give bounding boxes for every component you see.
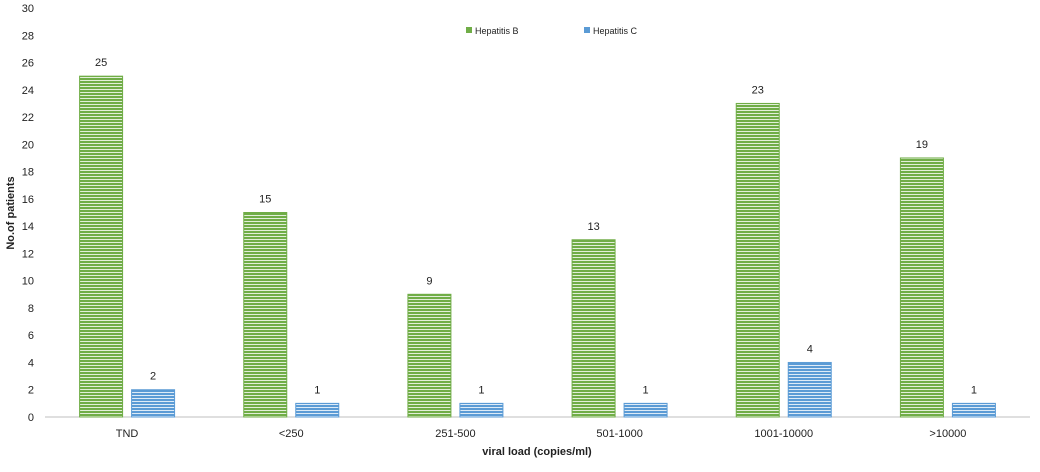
x-axis-title: viral load (copies/ml) — [482, 446, 592, 458]
bar-hepatitis-c — [295, 402, 340, 418]
bar-hepatitis-c — [623, 402, 668, 418]
bar-hepatitis-b — [79, 75, 124, 418]
data-label: 1 — [314, 384, 320, 396]
data-label: 19 — [916, 139, 928, 151]
data-label: 13 — [587, 221, 599, 233]
bars — [79, 75, 996, 418]
bar-hepatitis-c — [951, 402, 996, 418]
bar-hepatitis-b — [735, 102, 780, 418]
y-tick-label: 12 — [22, 248, 34, 260]
legend: Hepatitis B Hepatitis C — [466, 26, 638, 36]
data-label: 1 — [478, 384, 484, 396]
x-tick-label: 501-1000 — [596, 428, 643, 440]
x-tick-label: <250 — [279, 428, 304, 440]
bar-hepatitis-b — [571, 239, 616, 418]
y-tick-label: 20 — [22, 139, 34, 151]
legend-swatch — [584, 27, 590, 33]
y-tick-label: 6 — [28, 330, 34, 342]
x-tick-label: TND — [116, 428, 139, 440]
legend-label: Hepatitis B — [475, 26, 519, 36]
data-label: 15 — [259, 194, 271, 206]
y-tick-label: 16 — [22, 194, 34, 206]
x-tick-label: 251-500 — [435, 428, 475, 440]
y-tick-label: 8 — [28, 303, 34, 315]
bar-hepatitis-c — [459, 402, 504, 418]
y-tick-label: 22 — [22, 112, 34, 124]
data-label: 1 — [643, 384, 649, 396]
data-label: 1 — [971, 384, 977, 396]
x-axis-ticks: TND <250 251-500 501-1000 1001-10000 >10000 — [116, 428, 967, 440]
y-tick-label: 0 — [28, 412, 34, 424]
y-tick-label: 26 — [22, 58, 34, 70]
y-tick-label: 24 — [22, 85, 34, 97]
data-label: 4 — [807, 343, 813, 355]
data-label: 2 — [150, 371, 156, 383]
data-label: 25 — [95, 57, 107, 69]
y-axis-title: No.of patients — [5, 176, 17, 249]
data-label: 9 — [426, 275, 432, 287]
x-tick-label: 1001-10000 — [754, 428, 813, 440]
y-tick-label: 10 — [22, 276, 34, 288]
bar-hepatitis-b — [899, 157, 944, 418]
y-tick-label: 18 — [22, 167, 34, 179]
y-tick-label: 2 — [28, 385, 34, 397]
y-tick-label: 4 — [28, 357, 34, 369]
bar-hepatitis-c — [787, 361, 832, 418]
bar-hepatitis-b — [243, 212, 288, 418]
legend-swatch — [466, 27, 472, 33]
legend-label: Hepatitis C — [593, 26, 638, 36]
data-label: 23 — [752, 84, 764, 96]
bar-hepatitis-b — [407, 293, 452, 418]
y-tick-label: 28 — [22, 30, 34, 42]
x-tick-label: >10000 — [929, 428, 966, 440]
y-tick-label: 30 — [22, 3, 34, 15]
bar-hepatitis-c — [131, 389, 176, 418]
y-tick-label: 14 — [22, 221, 34, 233]
